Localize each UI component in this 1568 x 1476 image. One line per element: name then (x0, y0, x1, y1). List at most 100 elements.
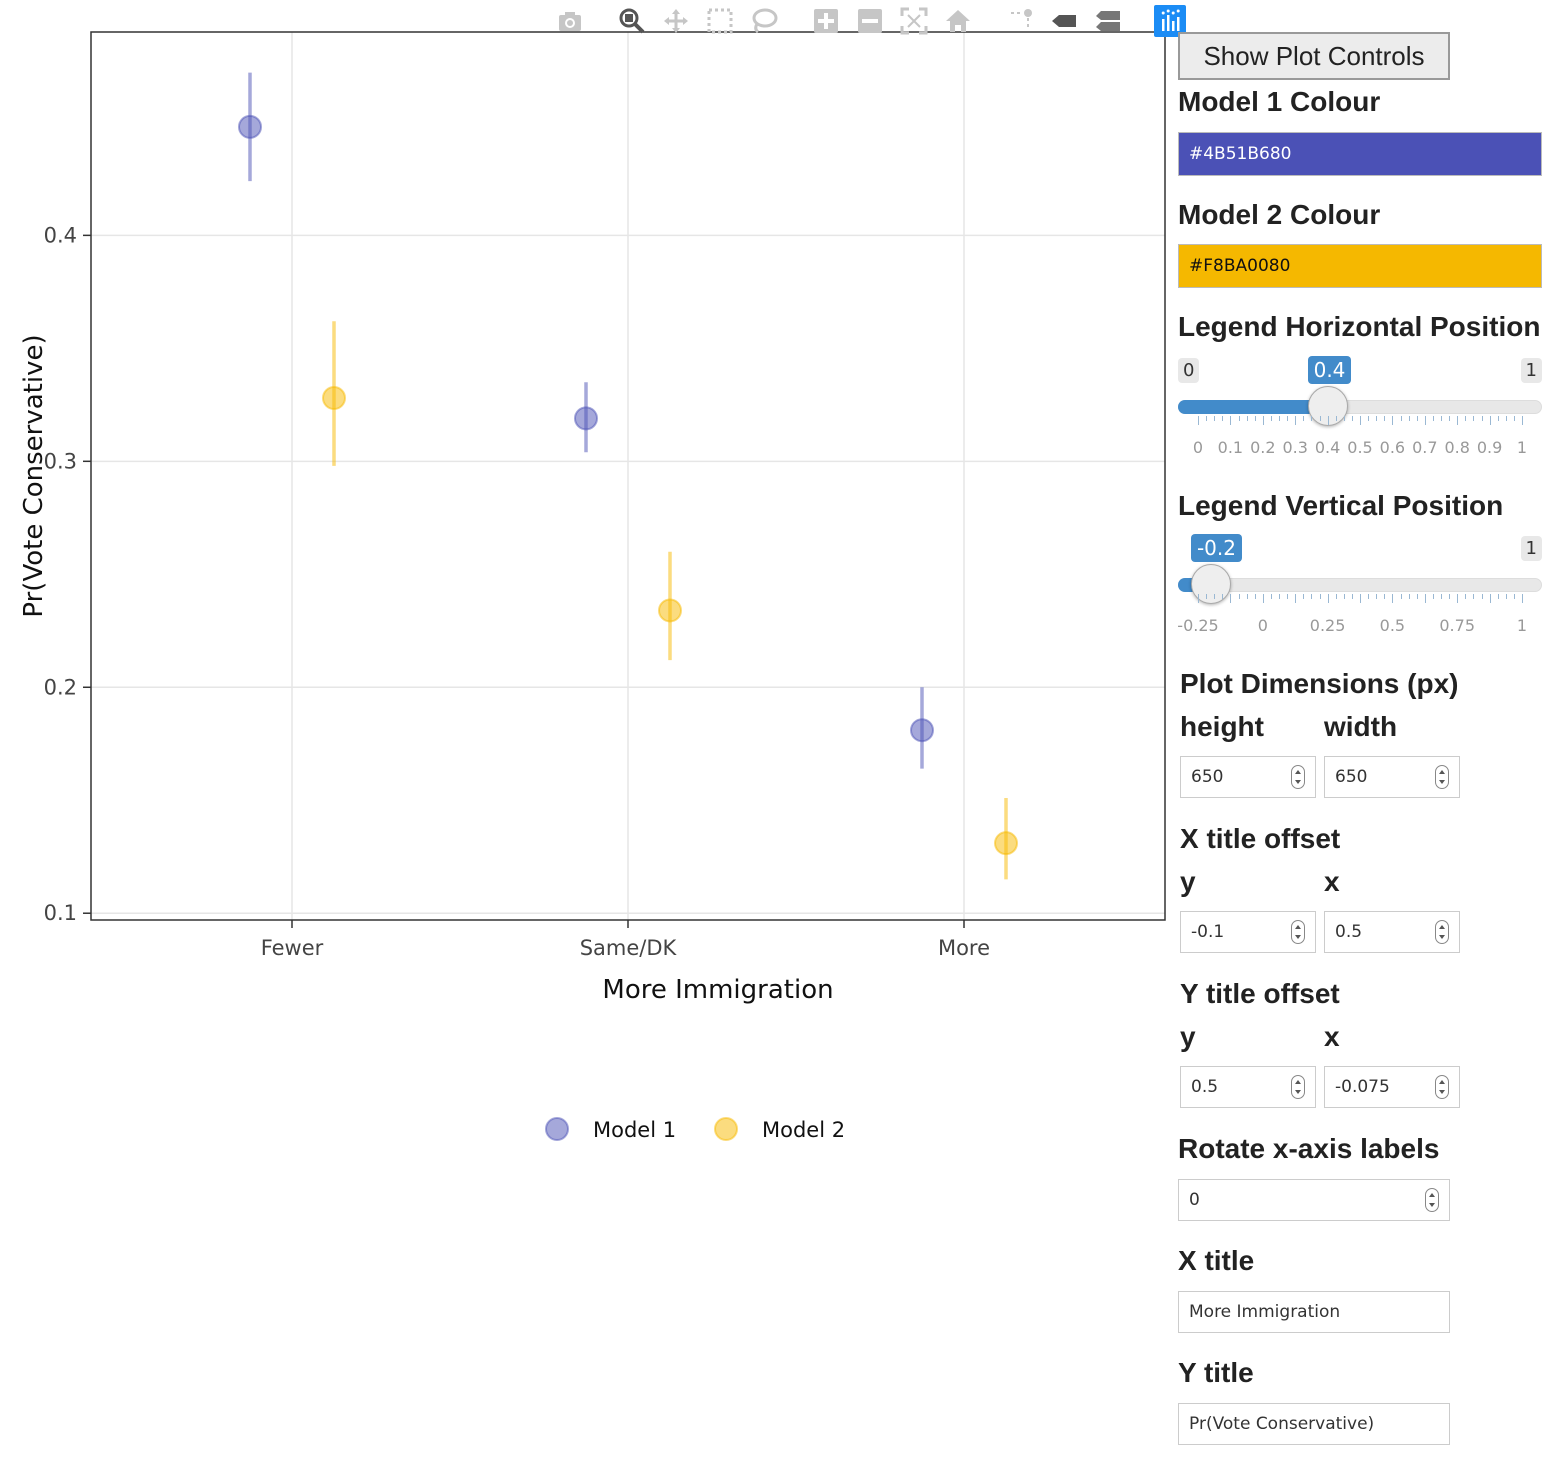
slider-tick (1254, 416, 1256, 421)
slider-tick (1432, 594, 1434, 599)
slider-grid-label: 0.3 (1282, 438, 1308, 457)
slider-tick (1489, 594, 1491, 603)
slider-fill (1178, 400, 1328, 414)
model1-colour-input[interactable]: #4B51B680 (1178, 132, 1542, 176)
slider-tick (1432, 416, 1434, 421)
slider-tick (1513, 594, 1515, 599)
box-select-icon[interactable] (704, 5, 736, 37)
slider-grid-label: 0.9 (1476, 438, 1503, 457)
slider-tick (1465, 594, 1467, 599)
slider-tick (1214, 594, 1216, 599)
slider-tick (1351, 594, 1353, 599)
x-axis-title: More Immigration (602, 975, 833, 1005)
slider-tick (1424, 416, 1426, 425)
slider-tick (1343, 594, 1345, 599)
reset-axes-icon[interactable] (942, 5, 974, 37)
spinner-icon[interactable] (1435, 920, 1449, 944)
spinner-icon[interactable] (1435, 765, 1449, 789)
y-offset-x-input[interactable]: -0.075 (1324, 1066, 1460, 1108)
y-offset-y-input[interactable]: 0.5 (1180, 1066, 1316, 1108)
legend-label: Model 1 (593, 1118, 676, 1142)
slider-tick (1408, 594, 1410, 599)
height-label: height (1180, 711, 1264, 742)
x-offset-x-value: 0.5 (1335, 922, 1363, 942)
camera-icon[interactable] (554, 5, 586, 37)
slider-value-label: 0.4 (1307, 356, 1352, 384)
y-offset-x-value: -0.075 (1335, 1077, 1390, 1097)
slider-tick (1238, 416, 1240, 421)
plotly-logo-icon[interactable] (1154, 5, 1186, 37)
slider-tick (1351, 416, 1353, 421)
slider-grid-label: 0.5 (1379, 616, 1406, 635)
slider-tick (1319, 594, 1321, 599)
y-offset-y-value: 0.5 (1191, 1077, 1219, 1097)
x-tick-label: Fewer (261, 936, 324, 960)
spike-lines-icon[interactable] (1004, 5, 1036, 37)
slider-tick (1392, 594, 1394, 603)
slider-tick (1449, 594, 1451, 599)
height-input[interactable]: 650 (1180, 756, 1316, 798)
data-point (994, 831, 1018, 856)
height-value: 650 (1191, 767, 1224, 787)
slider-tick (1424, 594, 1426, 603)
slider-tick (1230, 594, 1232, 603)
spinner-icon[interactable] (1435, 1075, 1449, 1099)
slider-tick (1222, 416, 1224, 421)
rotate-x-labels-input[interactable]: 0 (1178, 1179, 1450, 1221)
spinner-icon[interactable] (1291, 1075, 1305, 1099)
slider-tick (1384, 594, 1386, 599)
slider-tick (1287, 594, 1289, 599)
slider-tick (1505, 416, 1507, 421)
zoom-out-icon[interactable] (854, 5, 886, 37)
show-plot-controls-button[interactable]: Show Plot Controls (1178, 32, 1450, 80)
hover-closest-icon[interactable] (1048, 5, 1080, 37)
slider-tick (1214, 416, 1216, 421)
width-input[interactable]: 650 (1324, 756, 1460, 798)
modebar (548, 4, 1210, 38)
data-point (574, 406, 598, 431)
spinner-icon[interactable] (1291, 920, 1305, 944)
x-offset-y-label: y (1180, 866, 1196, 897)
slider-tick (1270, 594, 1272, 599)
slider-handle[interactable] (1190, 564, 1231, 604)
model2-colour-input[interactable]: #F8BA0080 (1178, 244, 1542, 288)
plot-area[interactable]: 0.1 0.2 0.3 0.4 Fewer Same/DK More More Immigra… (0, 0, 1170, 1180)
model1-colour-label: Model 1 Colour (1178, 86, 1381, 117)
slider-tick (1416, 594, 1418, 599)
slider-tick (1481, 594, 1483, 599)
lasso-icon[interactable] (748, 5, 780, 37)
width-value: 650 (1335, 767, 1368, 787)
autoscale-icon[interactable] (898, 5, 930, 37)
slider-track[interactable] (1178, 578, 1542, 592)
x-offset-y-input[interactable]: -0.1 (1180, 911, 1316, 953)
legend-horizontal-slider[interactable]: 0 1 0.4 0 0.1 0.2 0.3 0.4 0.5 0.6 0.7 0.8 0.9 1 (1178, 356, 1542, 468)
pan-icon[interactable] (660, 5, 692, 37)
slider-tick (1384, 416, 1386, 421)
zoom-icon[interactable] (616, 5, 648, 37)
y-tick-label: 0.3 (44, 449, 77, 473)
chart-svg[interactable]: 0.1 0.2 0.3 0.4 Fewer Same/DK More More Immigra… (0, 0, 1170, 1180)
slider-grid-label: 0 (1192, 438, 1204, 457)
slider-max-label: 1 (1520, 536, 1542, 561)
x-title-offset-label: X title offset (1180, 823, 1341, 854)
slider-tick (1400, 594, 1402, 599)
hover-compare-icon[interactable] (1092, 5, 1124, 37)
slider-tick (1465, 416, 1467, 421)
x-tick-label: More (938, 936, 990, 960)
x-offset-x-input[interactable]: 0.5 (1324, 911, 1460, 953)
y-title-input[interactable]: Pr(Vote Conservative) (1178, 1403, 1450, 1445)
slider-tick (1287, 416, 1289, 421)
spinner-icon[interactable] (1425, 1188, 1439, 1212)
data-point (238, 114, 262, 139)
slider-tick (1408, 416, 1410, 421)
zoom-in-icon[interactable] (810, 5, 842, 37)
legend-label: Model 2 (762, 1118, 845, 1142)
y-tick-label: 0.1 (44, 901, 77, 925)
x-title-input[interactable]: More Immigration (1178, 1291, 1450, 1333)
slider-tick (1335, 594, 1337, 599)
slider-tick (1262, 416, 1264, 425)
spinner-icon[interactable] (1291, 765, 1305, 789)
legend-vertical-slider[interactable]: 1 -0.2 -0.25 0 0.25 0.5 0.75 1 (1177, 534, 1542, 646)
slider-tick (1489, 416, 1491, 425)
plot-frame (90, 31, 1166, 921)
